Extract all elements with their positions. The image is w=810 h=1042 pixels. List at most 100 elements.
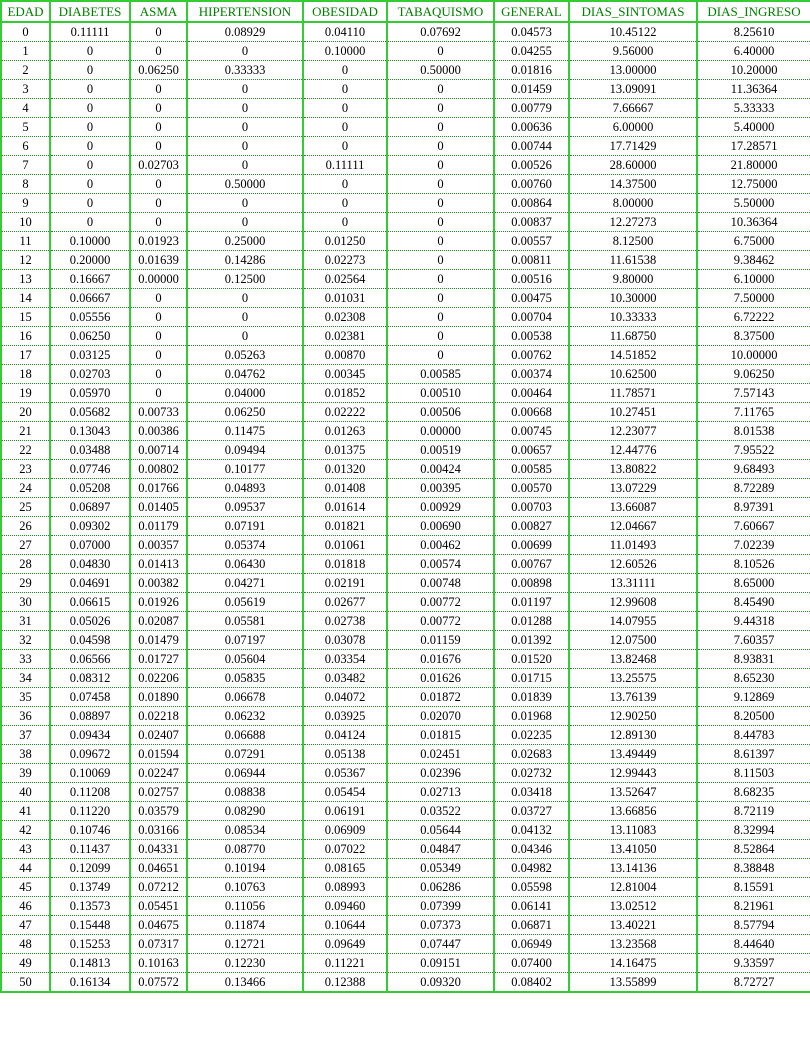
cell-dias-sintomas: 13.82468: [568, 649, 698, 669]
cell-dias-ingreso: 8.52864: [696, 839, 810, 859]
cell-asma: 0.01766: [129, 478, 188, 498]
table-row: 11 0.10000 0.01923 0.25000 0.01250 0 0.00557 8.…: [0, 231, 810, 251]
cell-diabetes: 0.12099: [49, 858, 131, 878]
cell-general: 0.02732: [493, 763, 570, 783]
cell-diabetes: 0.05208: [49, 478, 131, 498]
cell-general: 0.04573: [493, 22, 570, 42]
cell-hipertension: 0: [186, 98, 304, 118]
cell-edad: 19: [0, 383, 51, 403]
cell-tabaquismo: 0.05349: [386, 858, 495, 878]
cell-tabaquismo: 0.01676: [386, 649, 495, 669]
cell-general: 0.00570: [493, 478, 570, 498]
cell-diabetes: 0.10746: [49, 820, 131, 840]
cell-tabaquismo: 0.00690: [386, 516, 495, 536]
cell-asma: 0.01926: [129, 592, 188, 612]
cell-asma: 0.01727: [129, 649, 188, 669]
cell-diabetes: 0.15253: [49, 934, 131, 954]
cell-hipertension: 0: [186, 41, 304, 61]
table-row: 30 0.06615 0.01926 0.05619 0.02677 0.00772 0.0…: [0, 592, 810, 612]
cell-dias-sintomas: 14.07955: [568, 611, 698, 631]
table-row: 0 0.11111 0 0.08929 0.04110 0.07692 0.04573 10.…: [0, 22, 810, 42]
cell-tabaquismo: 0: [386, 231, 495, 251]
cell-edad: 13: [0, 269, 51, 289]
cell-tabaquismo: 0.00395: [386, 478, 495, 498]
cell-hipertension: 0: [186, 288, 304, 308]
cell-asma: 0: [129, 136, 188, 156]
cell-asma: 0: [129, 383, 188, 403]
cell-hipertension: 0.05835: [186, 668, 304, 688]
cell-tabaquismo: 0.09151: [386, 953, 495, 973]
cell-tabaquismo: 0.50000: [386, 60, 495, 80]
cell-diabetes: 0.06250: [49, 326, 131, 346]
header-edad: EDAD: [0, 0, 51, 23]
cell-diabetes: 0.15448: [49, 915, 131, 935]
cell-edad: 22: [0, 440, 51, 460]
cell-obesidad: 0.05138: [302, 744, 388, 764]
cell-dias-ingreso: 7.95522: [696, 440, 810, 460]
table-row: 48 0.15253 0.07317 0.12721 0.09649 0.07447 0.0…: [0, 934, 810, 954]
cell-dias-ingreso: 5.40000: [696, 117, 810, 137]
cell-hipertension: 0.04000: [186, 383, 304, 403]
cell-dias-ingreso: 8.72119: [696, 801, 810, 821]
cell-hipertension: 0.08838: [186, 782, 304, 802]
cell-dias-ingreso: 9.33597: [696, 953, 810, 973]
cell-obesidad: 0.02222: [302, 402, 388, 422]
table-row: 38 0.09672 0.01594 0.07291 0.05138 0.02451 0.0…: [0, 744, 810, 764]
cell-asma: 0.04331: [129, 839, 188, 859]
cell-diabetes: 0.16667: [49, 269, 131, 289]
cell-general: 0.00703: [493, 497, 570, 517]
cell-edad: 17: [0, 345, 51, 365]
cell-tabaquismo: 0.02451: [386, 744, 495, 764]
header-dias-ingreso: DIAS_INGRESO: [696, 0, 810, 23]
cell-hipertension: 0.25000: [186, 231, 304, 251]
cell-diabetes: 0.06897: [49, 497, 131, 517]
cell-dias-sintomas: 9.80000: [568, 269, 698, 289]
cell-asma: 0.04675: [129, 915, 188, 935]
cell-obesidad: 0: [302, 79, 388, 99]
cell-dias-ingreso: 8.93831: [696, 649, 810, 669]
cell-dias-sintomas: 13.25575: [568, 668, 698, 688]
cell-tabaquismo: 0.00574: [386, 554, 495, 574]
cell-obesidad: 0.01375: [302, 440, 388, 460]
cell-obesidad: 0.01614: [302, 497, 388, 517]
cell-hipertension: 0.06678: [186, 687, 304, 707]
cell-edad: 41: [0, 801, 51, 821]
cell-dias-ingreso: 9.68493: [696, 459, 810, 479]
table-row: 39 0.10069 0.02247 0.06944 0.05367 0.02396 0.0…: [0, 763, 810, 783]
cell-edad: 16: [0, 326, 51, 346]
cell-diabetes: 0.09302: [49, 516, 131, 536]
cell-hipertension: 0.06250: [186, 402, 304, 422]
cell-diabetes: 0: [49, 60, 131, 80]
cell-dias-sintomas: 12.99443: [568, 763, 698, 783]
cell-hipertension: 0: [186, 307, 304, 327]
cell-general: 0.01520: [493, 649, 570, 669]
cell-hipertension: 0: [186, 79, 304, 99]
cell-general: 0.00827: [493, 516, 570, 536]
cell-dias-sintomas: 10.27451: [568, 402, 698, 422]
cell-tabaquismo: 0.01626: [386, 668, 495, 688]
cell-obesidad: 0.11221: [302, 953, 388, 973]
cell-dias-ingreso: 8.61397: [696, 744, 810, 764]
cell-general: 0.00745: [493, 421, 570, 441]
cell-dias-ingreso: 8.37500: [696, 326, 810, 346]
cell-dias-ingreso: 8.15591: [696, 877, 810, 897]
cell-edad: 38: [0, 744, 51, 764]
cell-dias-ingreso: 8.10526: [696, 554, 810, 574]
cell-diabetes: 0.20000: [49, 250, 131, 270]
cell-general: 0.00557: [493, 231, 570, 251]
cell-tabaquismo: 0: [386, 250, 495, 270]
table-row: 24 0.05208 0.01766 0.04893 0.01408 0.00395 0.0…: [0, 478, 810, 498]
cell-diabetes: 0.02703: [49, 364, 131, 384]
cell-dias-ingreso: 5.33333: [696, 98, 810, 118]
cell-general: 0.00837: [493, 212, 570, 232]
cell-obesidad: 0.05454: [302, 782, 388, 802]
cell-obesidad: 0.03354: [302, 649, 388, 669]
cell-tabaquismo: 0.09320: [386, 972, 495, 993]
cell-dias-sintomas: 14.51852: [568, 345, 698, 365]
table-row: 34 0.08312 0.02206 0.05835 0.03482 0.01626 0.0…: [0, 668, 810, 688]
header-diabetes: DIABETES: [49, 0, 131, 23]
cell-dias-sintomas: 10.33333: [568, 307, 698, 327]
cell-hipertension: 0.09537: [186, 497, 304, 517]
cell-obesidad: 0.03925: [302, 706, 388, 726]
table-row: 49 0.14813 0.10163 0.12230 0.11221 0.09151 0.0…: [0, 953, 810, 973]
